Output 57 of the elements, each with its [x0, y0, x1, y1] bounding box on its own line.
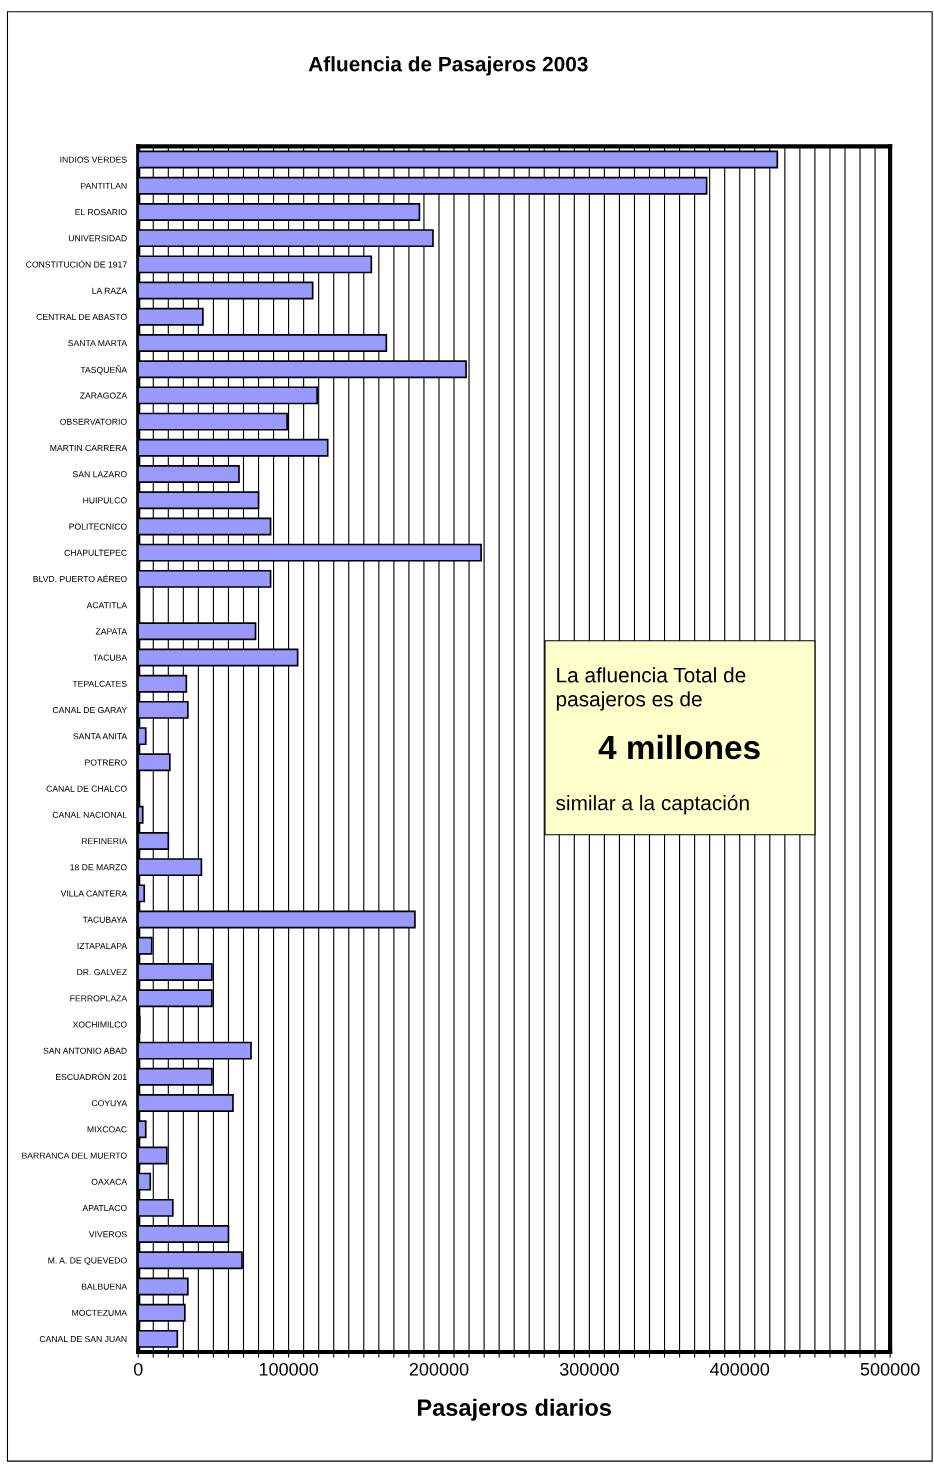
- y-tick-label: MARTIN CARRERA: [50, 444, 128, 452]
- x-tick-label: 300000: [559, 1362, 619, 1376]
- y-tick-label: SAN LAZARO: [72, 471, 127, 478]
- y-tick-label: CANAL DE GARAY: [52, 707, 127, 714]
- y-tick-label: EL ROSARIO: [75, 209, 127, 216]
- y-tick-label: ZAPATA: [95, 628, 128, 635]
- y-tick-label: OAXACA: [91, 1178, 128, 1185]
- x-tick-label: 400000: [710, 1362, 770, 1376]
- y-tick-label: CHAPULTEPEC: [64, 549, 127, 556]
- y-tick-label: TACUBA: [93, 654, 128, 661]
- x-axis-title: Pasajeros diarios: [417, 1398, 611, 1421]
- y-tick-label: TASQUEÑA: [80, 365, 128, 375]
- y-tick-label: ACATITLA: [86, 602, 128, 609]
- chart-title: Afluencia de Pasajeros 2003: [308, 56, 588, 76]
- x-tick-label: 0: [133, 1362, 143, 1376]
- y-tick-label: CANAL DE CHALCO: [46, 785, 127, 792]
- annotation: 4 millones: [598, 734, 760, 760]
- y-tick-label: PANTITLAN: [81, 182, 127, 189]
- y-tick-label: POTRERO: [85, 759, 127, 766]
- y-tick-label: CONSTITUCIÓN DE 1917: [26, 259, 127, 268]
- y-tick-label: MOCTEZUMA: [72, 1309, 128, 1316]
- y-tick-label: FERROPLAZA: [70, 995, 128, 1002]
- y-tick-label: VIVEROS: [88, 1231, 127, 1238]
- y-tick-label: TACUBAYA: [82, 916, 128, 923]
- y-tick-label: XOCHIMILCO: [72, 1021, 127, 1028]
- y-tick-label: TEPALCATES: [72, 680, 127, 687]
- y-tick-label: IZTAPALAPA: [77, 942, 128, 949]
- y-tick-label: 18 DE MARZO: [70, 864, 127, 871]
- y-tick-label: SANTA MARTA: [68, 340, 128, 347]
- y-tick-label: COYUYA: [91, 1100, 128, 1107]
- x-tick-label: 200000: [409, 1362, 469, 1376]
- y-tick-label: CENTRAL DE ABASTO: [36, 313, 127, 320]
- y-tick-label: ZARAGOZA: [80, 392, 128, 399]
- y-tick-label: OBSERVATORIO: [60, 418, 127, 425]
- y-tick-label: LA RAZA: [92, 287, 128, 294]
- x-tick-label: 500000: [860, 1362, 920, 1376]
- y-tick-label: CANAL DE SAN JUAN: [39, 1336, 127, 1343]
- y-tick-label: BLVD. PUERTO AÉREO: [33, 574, 127, 583]
- y-tick-label: SAN ANTONIO ABAD: [43, 1047, 127, 1054]
- y-tick-label: M. A. DE QUEVEDO: [48, 1257, 127, 1266]
- annotation: La afluencia Total de pasajeros es de: [556, 667, 746, 711]
- y-tick-label: CANAL NACIONAL: [52, 811, 127, 818]
- y-tick-label: VILLA CANTERA: [60, 890, 128, 897]
- y-tick-label: DR. GALVEZ: [77, 969, 127, 976]
- y-tick-label: INDIOS VERDES: [60, 156, 127, 163]
- y-tick-label: BALBUENA: [81, 1283, 128, 1290]
- x-tick-label: 100000: [259, 1362, 319, 1376]
- y-tick-label: SANTA ANITA: [73, 733, 128, 740]
- annotation: similar a la captación: [556, 794, 749, 815]
- y-tick-label: APATLACO: [82, 1204, 127, 1212]
- y-tick-label: BARRANCA DEL MUERTO: [22, 1152, 127, 1159]
- y-tick-label: MIXCOAC: [87, 1126, 127, 1133]
- y-tick-label: ESCUADRÓN 201: [56, 1072, 127, 1081]
- y-tick-label: REFINERIA: [81, 838, 128, 845]
- y-tick-label: POLITECNICO: [69, 523, 127, 530]
- y-tick-label: UNIVERSIDAD: [68, 235, 127, 242]
- y-tick-label: HUIPULCO: [83, 497, 127, 504]
